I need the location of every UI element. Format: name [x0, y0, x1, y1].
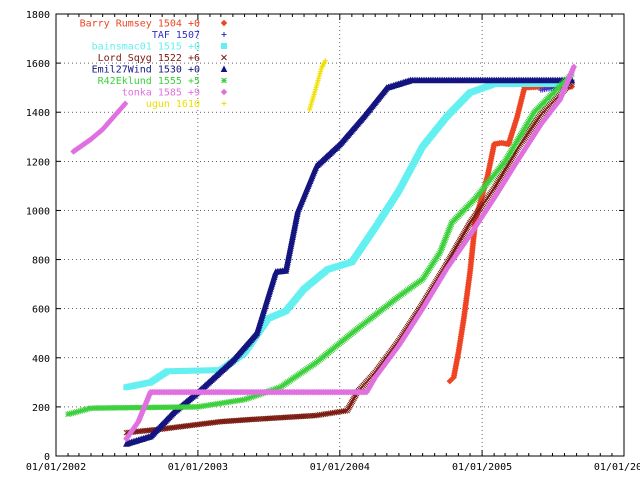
- legend-label: Barry Rumsey 1504 +0: [80, 19, 200, 30]
- legend-label: ugun 1610: [146, 99, 200, 110]
- legend-label: Lord Sqyg 1522 +6: [98, 53, 200, 64]
- y-tick-label: 1000: [26, 206, 50, 217]
- series-3: [123, 79, 575, 436]
- y-tick-label: 0: [44, 452, 50, 463]
- series-markers: [70, 63, 578, 443]
- series-7: [306, 58, 328, 113]
- x-tick-label: 01/01/2003: [168, 462, 228, 473]
- legend-marker: [220, 19, 228, 27]
- series-markers: [306, 58, 328, 113]
- x-tick-label: 01/01/2004: [310, 462, 370, 473]
- legend-marker: [221, 54, 227, 61]
- y-axis: 0 200 400 600 800 1000 1200 1400 1600 1800: [26, 10, 624, 463]
- legend-marker: [221, 101, 227, 106]
- y-tick-label: 800: [32, 256, 50, 267]
- series-5: [65, 71, 575, 418]
- series-markers: [123, 80, 572, 391]
- y-tick-label: 600: [32, 305, 50, 316]
- legend-marker: [221, 32, 227, 37]
- legend-label: bainsmac01 1515 +0: [92, 42, 200, 53]
- y-tick-label: 200: [32, 403, 50, 414]
- x-tick-label: 01/01/2006: [594, 462, 640, 473]
- series-markers: [123, 79, 575, 436]
- legend-label: Emil27Wind 1530 +0: [92, 65, 200, 76]
- series-2: [123, 80, 572, 391]
- series-6: [70, 63, 578, 443]
- grid: [56, 14, 624, 456]
- legend-marker: [221, 43, 227, 49]
- y-tick-label: 1600: [26, 59, 50, 70]
- y-tick-label: 400: [32, 354, 50, 365]
- y-tick-label: 1200: [26, 157, 50, 168]
- legend-label: R42Eklund 1555 +5: [98, 76, 200, 87]
- legend-label: TAF 1507: [152, 30, 200, 41]
- legend-marker: [220, 65, 228, 72]
- legend-label: tonka 1585 +9: [122, 88, 200, 99]
- x-tick-label: 01/01/2002: [26, 462, 86, 473]
- y-tick-label: 1400: [26, 108, 50, 119]
- legend-marker: [221, 77, 227, 84]
- series-markers: [65, 71, 575, 418]
- y-tick-label: 1800: [26, 10, 50, 21]
- x-axis: 01/01/2002 01/01/2003 01/01/2004 01/01/2005…: [26, 14, 640, 473]
- x-tick-label: 01/01/2005: [452, 462, 512, 473]
- legend-marker: [220, 88, 228, 96]
- series-layer: [65, 58, 578, 447]
